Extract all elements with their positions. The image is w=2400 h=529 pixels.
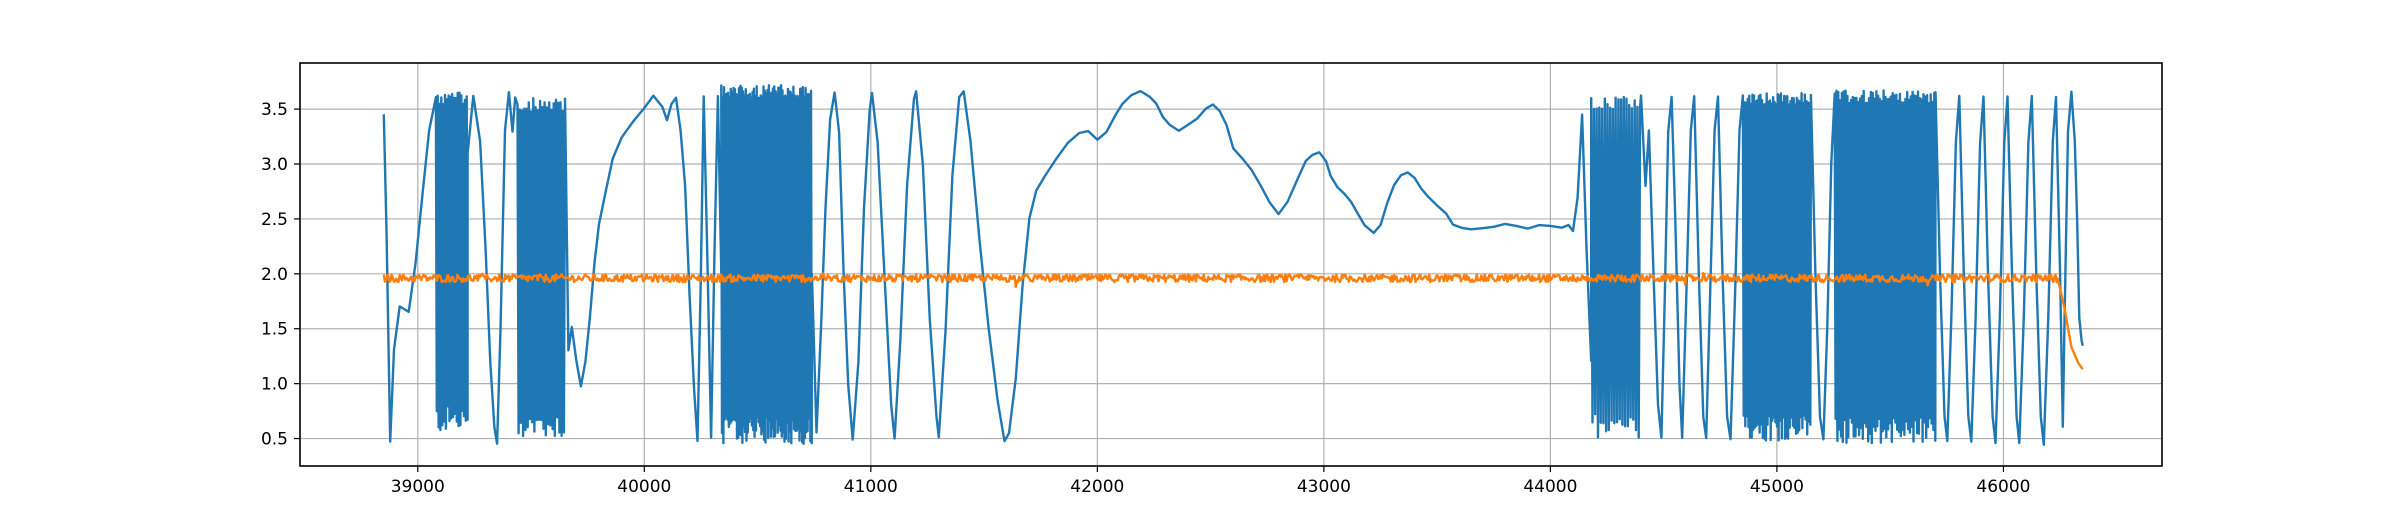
x-tick-label: 45000 [1750, 477, 1804, 497]
x-tick-label: 46000 [1976, 477, 2030, 497]
series-layer [382, 84, 2084, 446]
x-tick-label: 44000 [1523, 477, 1577, 497]
x-tick-label: 42000 [1070, 477, 1124, 497]
y-tick-label: 2.0 [261, 265, 288, 285]
series-line-orange [382, 271, 2084, 370]
y-tick-label: 1.0 [261, 375, 288, 395]
x-tick-label: 40000 [617, 477, 671, 497]
y-tick-label: 3.0 [261, 155, 288, 175]
y-tick-label: 2.5 [261, 210, 288, 230]
axis-ticks: 39000 40000 41000 42000 43000 44000 45000 46000… [261, 100, 2031, 497]
x-tick-label: 39000 [391, 477, 445, 497]
x-tick-label: 43000 [1297, 477, 1351, 497]
y-tick-label: 0.5 [261, 430, 288, 450]
y-tick-label: 1.5 [261, 320, 288, 340]
series-line-blue [382, 84, 2084, 446]
x-tick-label: 41000 [844, 477, 898, 497]
y-tick-label: 3.5 [261, 100, 288, 120]
plot-frame [299, 62, 2163, 467]
